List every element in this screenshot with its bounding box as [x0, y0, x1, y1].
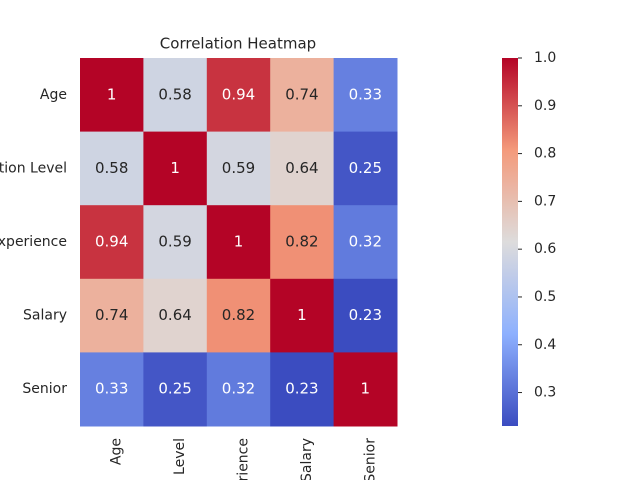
heatmap-cell	[333, 205, 398, 280]
cell-label: 0.23	[285, 380, 318, 398]
cell-label: 0.59	[222, 159, 255, 177]
colorbar-tick-label: 0.7	[534, 193, 556, 209]
cell-label: 0.33	[349, 85, 382, 103]
y-tick-label: xperience	[0, 234, 67, 250]
heatmap-cell	[206, 58, 271, 133]
y-tick-label: Salary	[23, 308, 67, 324]
cell-label: 0.94	[222, 85, 255, 103]
cell-label: 0.25	[158, 380, 191, 398]
heatmap-cell	[206, 205, 271, 280]
colorbar-tick-label: 0.5	[534, 289, 556, 305]
heatmap-cell	[270, 131, 335, 206]
cell-label: 0.64	[158, 306, 191, 324]
heatmap-cell	[206, 278, 271, 353]
cell-label: 0.59	[158, 233, 191, 251]
colorbar-tick-label: 0.8	[534, 146, 556, 162]
heatmap-cell	[333, 58, 398, 133]
heatmap-cell	[143, 205, 208, 280]
heatmap-cell	[80, 352, 144, 427]
chart-title: Correlation Heatmap	[160, 35, 316, 53]
heatmap-cell	[143, 131, 208, 206]
y-tick-label: ation Level	[0, 160, 67, 176]
heatmap-cell	[333, 352, 398, 427]
cell-label: 0.58	[95, 159, 128, 177]
cell-label: 1	[361, 380, 371, 398]
cell-label: 1	[234, 233, 244, 251]
heatmap-cell	[206, 352, 271, 427]
x-tick-label: Level	[172, 438, 188, 475]
cell-label: 0.94	[95, 233, 128, 251]
heatmap-cell	[80, 278, 144, 353]
x-tick-label: Senior	[362, 438, 378, 480]
colorbar-tick-label: 0.4	[534, 337, 556, 353]
heatmap-cell	[206, 131, 271, 206]
cell-label: 0.58	[158, 85, 191, 103]
cell-label: 0.23	[349, 306, 382, 324]
colorbar-tick-label: 0.3	[534, 385, 556, 401]
heatmap-cell	[80, 205, 144, 280]
colorbar	[502, 58, 518, 426]
heatmap-cell	[80, 58, 144, 133]
x-tick-label: Age	[109, 438, 125, 465]
cell-label: 0.74	[95, 306, 128, 324]
cell-label: 1	[297, 306, 307, 324]
colorbar-tick-label: 0.6	[534, 241, 556, 257]
cell-label: 0.64	[285, 159, 318, 177]
heatmap-cell	[333, 131, 398, 206]
heatmap-cell	[270, 352, 335, 427]
heatmap-cell	[333, 278, 398, 353]
cell-label: 0.25	[349, 159, 382, 177]
heatmap-cell	[80, 131, 144, 206]
heatmap-cell	[143, 352, 208, 427]
y-tick-label: Senior	[22, 381, 67, 397]
cell-label: 1	[170, 159, 180, 177]
cell-label: 0.32	[349, 233, 382, 251]
colorbar-tick-label: 0.9	[534, 98, 556, 114]
x-tick-label: rience	[236, 438, 252, 480]
y-tick-label: Age	[40, 87, 67, 103]
colorbar-tick-label: 1.0	[534, 50, 556, 66]
heatmap-cell	[270, 278, 335, 353]
cell-label: 0.82	[222, 306, 255, 324]
heatmap-cell	[270, 58, 335, 133]
heatmap-cell	[143, 278, 208, 353]
cell-label: 0.32	[222, 380, 255, 398]
cell-label: 0.74	[285, 85, 318, 103]
heatmap-cell	[143, 58, 208, 133]
cell-label: 0.33	[95, 380, 128, 398]
heatmap-cell	[270, 205, 335, 280]
cell-label: 0.82	[285, 233, 318, 251]
cell-label: 1	[107, 85, 117, 103]
x-tick-label: Salary	[299, 438, 315, 480]
